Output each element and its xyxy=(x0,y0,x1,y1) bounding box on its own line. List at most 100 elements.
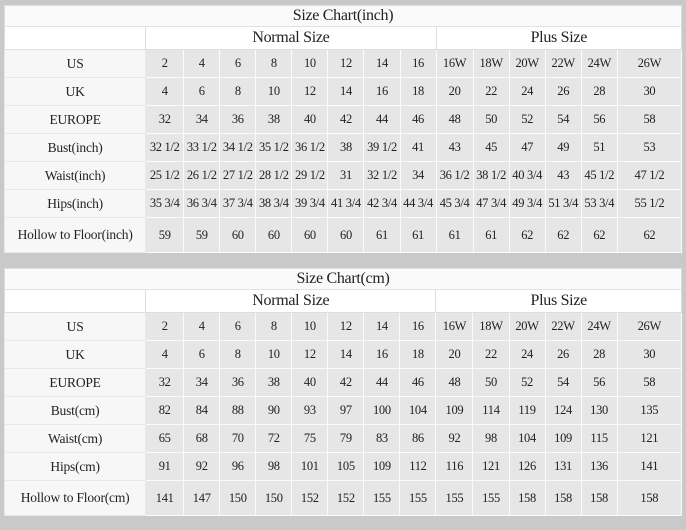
size-value: 30 xyxy=(616,77,683,106)
plus-size-header: Plus Size xyxy=(435,289,682,313)
size-value: 98 xyxy=(255,452,293,481)
size-value: 104 xyxy=(399,396,437,425)
size-value: 61 xyxy=(435,217,474,253)
size-value: 16 xyxy=(363,77,401,106)
size-value: 72 xyxy=(255,424,293,453)
size-value: 158 xyxy=(544,480,582,516)
size-value: 18 xyxy=(399,340,437,369)
size-value: 91 xyxy=(145,452,185,481)
size-value: 12 xyxy=(327,312,365,341)
size-value: 10 xyxy=(291,49,329,78)
size-value: 56 xyxy=(580,368,618,397)
size-value: 26 xyxy=(544,77,582,106)
row-label: Bust(inch) xyxy=(3,133,147,162)
size-value: 35 3/4 xyxy=(145,189,185,218)
size-value: 39 3/4 xyxy=(291,189,329,218)
size-value: 49 xyxy=(544,133,582,162)
size-value: 150 xyxy=(219,480,257,516)
row-label: EUROPE xyxy=(3,368,147,397)
size-value: 55 1/2 xyxy=(616,189,683,218)
row-label: EUROPE xyxy=(3,105,147,134)
size-value: 45 1/2 xyxy=(580,161,618,190)
row-label: Waist(inch) xyxy=(3,161,147,190)
size-value: 70 xyxy=(219,424,257,453)
size-value: 155 xyxy=(399,480,437,516)
row-label: Bust(cm) xyxy=(3,396,147,425)
size-value: 6 xyxy=(183,77,221,106)
size-value: 41 xyxy=(399,133,437,162)
size-value: 36 3/4 xyxy=(183,189,221,218)
size-value: 79 xyxy=(327,424,365,453)
size-value: 2 xyxy=(145,49,185,78)
size-value: 38 3/4 xyxy=(255,189,293,218)
size-value: 45 3/4 xyxy=(435,189,474,218)
row-label: US xyxy=(3,312,147,341)
size-value: 38 xyxy=(255,105,293,134)
size-value: 109 xyxy=(435,396,474,425)
size-value: 34 xyxy=(183,105,221,134)
size-value: 155 xyxy=(363,480,401,516)
size-value: 54 xyxy=(544,368,582,397)
row-label: Hollow to Floor(inch) xyxy=(3,217,147,253)
size-value: 38 xyxy=(255,368,293,397)
size-value: 105 xyxy=(327,452,365,481)
size-value: 98 xyxy=(472,424,510,453)
size-value: 68 xyxy=(183,424,221,453)
table-row: EUROPE 32 34 36 38 40 42 44 46 48 50 52 54 56 58 xyxy=(3,105,683,134)
size-value: 12 xyxy=(291,77,329,106)
size-value: 42 xyxy=(327,368,365,397)
size-value: 32 xyxy=(145,105,185,134)
chart-title: Size Chart(cm) xyxy=(4,268,682,290)
table-row: US 2 4 6 8 10 12 14 16 16W 18W 20W 22W 24W 26W xyxy=(3,49,683,78)
size-value: 56 xyxy=(580,105,618,134)
size-value: 4 xyxy=(145,77,185,106)
size-value: 150 xyxy=(255,480,293,516)
size-value: 37 3/4 xyxy=(219,189,257,218)
size-value: 24W xyxy=(580,49,618,78)
size-value: 24 xyxy=(508,77,546,106)
size-value: 40 xyxy=(291,105,329,134)
size-value: 16W xyxy=(435,49,474,78)
table-row: Waist(cm) 65 68 70 72 75 79 83 86 92 98 104 109 115 12… xyxy=(3,424,683,453)
size-value: 14 xyxy=(327,77,365,106)
size-value: 62 xyxy=(544,217,582,253)
size-value: 101 xyxy=(291,452,329,481)
size-value: 36 1/2 xyxy=(435,161,474,190)
size-value: 47 1/2 xyxy=(616,161,683,190)
size-value: 28 xyxy=(580,340,618,369)
size-value: 29 1/2 xyxy=(291,161,329,190)
size-value: 155 xyxy=(435,480,474,516)
size-value: 58 xyxy=(616,368,683,397)
row-label: Hollow to Floor(cm) xyxy=(3,480,147,516)
corner-cell xyxy=(3,289,147,313)
size-value: 26 xyxy=(544,340,582,369)
size-value: 141 xyxy=(145,480,185,516)
size-value: 93 xyxy=(291,396,329,425)
size-value: 36 xyxy=(219,368,257,397)
size-value: 59 xyxy=(145,217,185,253)
size-value: 88 xyxy=(219,396,257,425)
size-value: 36 1/2 xyxy=(291,133,329,162)
size-value: 109 xyxy=(544,424,582,453)
size-value: 90 xyxy=(255,396,293,425)
group-header-row: Normal Size Plus Size xyxy=(3,289,682,313)
size-value: 35 1/2 xyxy=(255,133,293,162)
size-value: 22W xyxy=(544,49,582,78)
size-value: 38 1/2 xyxy=(472,161,510,190)
size-value: 30 xyxy=(616,340,683,369)
chart-title: Size Chart(inch) xyxy=(4,5,682,27)
size-value: 26W xyxy=(616,312,683,341)
size-value: 51 xyxy=(580,133,618,162)
size-value: 26W xyxy=(616,49,683,78)
size-value: 152 xyxy=(291,480,329,516)
size-value: 6 xyxy=(219,312,257,341)
size-value: 131 xyxy=(544,452,582,481)
size-value: 22 xyxy=(472,340,510,369)
table-row: US 2 4 6 8 10 12 14 16 16W 18W 20W 22W 24W 26W xyxy=(3,312,683,341)
row-label: Hips(inch) xyxy=(3,189,147,218)
normal-size-header: Normal Size xyxy=(145,26,437,50)
size-value: 50 xyxy=(472,105,510,134)
size-value: 26 1/2 xyxy=(183,161,221,190)
size-value: 109 xyxy=(363,452,401,481)
size-value: 16 xyxy=(399,49,437,78)
